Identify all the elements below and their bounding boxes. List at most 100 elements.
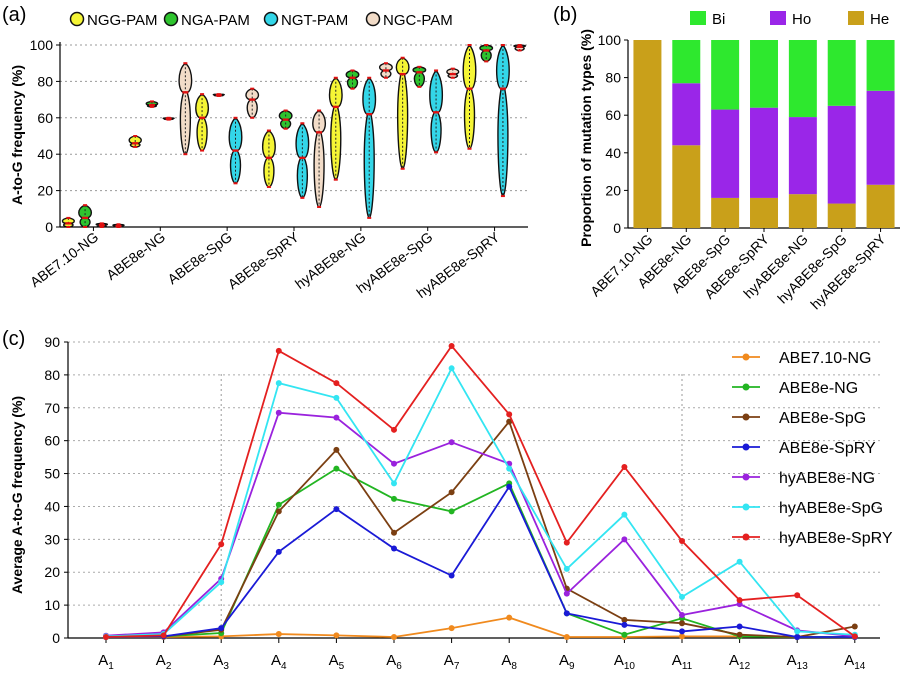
series-point-hyabe8e-ng-a9	[563, 590, 570, 597]
legend-label-hyabe8e-spg: hyABE8e-SpG	[779, 500, 883, 517]
legend-label-abe7-10-ng: ABE7.10-NG	[779, 350, 871, 367]
bar-hyabe8e-spg-bi	[827, 40, 856, 106]
series-point-abe8e-spry-a4	[275, 548, 282, 555]
series-point-hyabe8e-spg-a9	[563, 565, 570, 572]
bar-hyabe8e-spry-ho	[866, 90, 895, 185]
series-point-abe8e-ng-a4	[275, 501, 282, 508]
series-point-hyabe8e-spry-a8	[506, 411, 513, 418]
legend-label-he: He	[870, 11, 889, 28]
series-point-abe8e-spry-a3	[218, 625, 225, 632]
y-tick-label-90: 90	[44, 334, 60, 350]
legend-marker-abe8e-spry	[742, 443, 750, 451]
series-line-hyabe8e-spry	[105, 344, 856, 638]
y-tick-label-70: 70	[44, 400, 60, 416]
y-tick-label-10: 10	[44, 597, 60, 613]
bar-abe8e-ng-bi	[672, 40, 701, 84]
bar-hyabe8e-spg-ho	[827, 105, 856, 204]
y-tick-label-60: 60	[37, 110, 53, 126]
series-point-hyabe8e-ng-a6	[391, 460, 397, 467]
bar-abe8e-spry-ho	[750, 107, 778, 198]
panel-b-stacked-bar-chart: (b) 0 20 40 60 80 100 ABE7.10-NGABE8e-NGABE8e…	[553, 4, 900, 312]
panel-c-axes	[67, 342, 880, 639]
panel-c-letter: (c)	[2, 328, 25, 350]
panel-c-x-ticks: A1 A2 A3 A4 A5 A6 A7 A8 A9 A10 A11 A12 A13 A14	[98, 638, 866, 672]
legend-label-abe8e-spg: ABE8e-SpG	[779, 410, 866, 427]
y-tick-label-30: 30	[44, 531, 60, 547]
legend-marker-abe8e-ng	[742, 383, 750, 391]
x-tick-label-a9: A9	[559, 652, 575, 672]
series-point-abe8e-spry-a10	[621, 621, 628, 628]
panel-c-legend: ABE7.10-NG ABE8e-NG ABE8e-SpG ABE8e-SpRY hyA…	[732, 350, 893, 547]
series-point-abe8e-spry-a7	[448, 572, 455, 579]
series-point-hyabe8e-spg-a7	[448, 365, 455, 372]
series-point-abe7-10-ng-a7	[448, 625, 455, 632]
series-point-abe7-10-ng-a4	[275, 631, 282, 638]
series-line-hyabe8e-spg	[105, 366, 855, 638]
y-tick-label-80: 80	[605, 70, 621, 86]
series-point-abe7-10-ng-a9	[563, 634, 570, 641]
series-point-hyabe8e-spry-a10	[621, 463, 628, 470]
series-point-abe8e-spg-a8	[506, 418, 513, 425]
legend-label-abe8e-ng: ABE8e-NG	[779, 380, 858, 397]
series-point-hyabe8e-spg-a3	[218, 579, 225, 586]
x-tick-label-a2: A2	[156, 652, 172, 672]
series-point-abe8e-spg-a4	[275, 508, 282, 515]
legend-label-hyabe8e-ng: hyABE8e-NG	[779, 470, 875, 487]
series-point-abe8e-spg-a10	[621, 616, 628, 623]
series-point-hyabe8e-ng-a4	[275, 409, 282, 416]
x-tick-label-a6: A6	[386, 652, 402, 672]
bar-hyabe8e-spg-he	[827, 203, 856, 228]
bar-abe8e-ng-ho	[672, 83, 701, 146]
series-line-abe8e-ng	[105, 467, 855, 638]
series-point-abe8e-spry-a9	[563, 610, 570, 617]
series-point-hyabe8e-ng-a5	[333, 414, 340, 421]
series-point-hyabe8e-spry-a4	[275, 347, 282, 354]
series-line-abe8e-spg	[105, 419, 855, 638]
y-tick-label-20: 20	[605, 182, 621, 198]
bar-abe8e-spg-bi	[711, 40, 740, 110]
series-point-hyabe8e-spg-a13	[794, 628, 801, 635]
series-point-hyabe8e-spry-a1	[103, 634, 109, 641]
legend-swatch-ho	[770, 11, 786, 25]
bar-hyabe8e-ng-he	[788, 194, 817, 228]
bar-hyabe8e-spry-bi	[866, 40, 895, 91]
bar-abe8e-spry-bi	[750, 40, 778, 108]
x-tick-label-a5: A5	[329, 652, 345, 672]
series-point-hyabe8e-spg-a8	[506, 465, 513, 472]
legend-marker-ngt-pam	[263, 11, 279, 27]
legend-label-ngt-pam: NGT-PAM	[281, 12, 348, 29]
legend-label-nga-pam: NGA-PAM	[181, 12, 250, 29]
x-tick-label-a11: A11	[672, 652, 693, 672]
series-point-abe8e-spry-a5	[333, 506, 340, 513]
series-point-hyabe8e-spry-a2	[160, 632, 167, 639]
series-point-hyabe8e-spry-a12	[736, 597, 743, 604]
bar-abe8e-spry-he	[750, 197, 778, 228]
series-point-abe8e-spg-a14	[851, 623, 858, 630]
violin-hyabe8e-ng-ngg-pam	[328, 76, 343, 181]
legend-marker-hyabe8e-spg	[742, 503, 750, 511]
y-tick-label-50: 50	[44, 466, 60, 482]
panel-a-x-ticks: ABE7.10-NG ABE8e-NGABE8e-SpGABE8e-SpRYhyA…	[27, 227, 503, 301]
x-tick-label-a8: A8	[501, 652, 517, 672]
legend-label-bi: Bi	[712, 11, 725, 28]
panel-a-legend: NGG-PAM NGA-PAM NGT-PAM NGC-PAM	[69, 11, 453, 29]
legend-label-ngc-pam: NGC-PAM	[383, 12, 453, 29]
legend-label-abe8e-spry: ABE8e-SpRY	[779, 440, 876, 457]
x-tick-label-abe8e-ng: ABE8e-NG	[103, 229, 168, 283]
y-tick-label-20: 20	[37, 183, 53, 199]
series-point-abe8e-ng-a5	[333, 465, 340, 472]
y-tick-label-80: 80	[44, 367, 60, 383]
y-tick-label-0: 0	[52, 630, 60, 646]
y-tick-label-80: 80	[37, 73, 53, 89]
series-point-abe8e-spg-a11	[679, 620, 685, 627]
panel-b-y-ticks: 0 20 40 60 80 100	[598, 32, 628, 236]
series-point-hyabe8e-spg-a4	[275, 380, 282, 387]
x-tick-label-a13: A13	[787, 652, 809, 672]
panel-a-violins	[61, 43, 527, 228]
y-tick-label-60: 60	[44, 433, 60, 449]
series-point-hyabe8e-spry-a6	[391, 426, 397, 433]
series-point-hyabe8e-spry-a5	[333, 380, 340, 387]
series-line-abe7-10-ng	[106, 616, 855, 638]
panel-b-letter: (b)	[553, 4, 577, 26]
